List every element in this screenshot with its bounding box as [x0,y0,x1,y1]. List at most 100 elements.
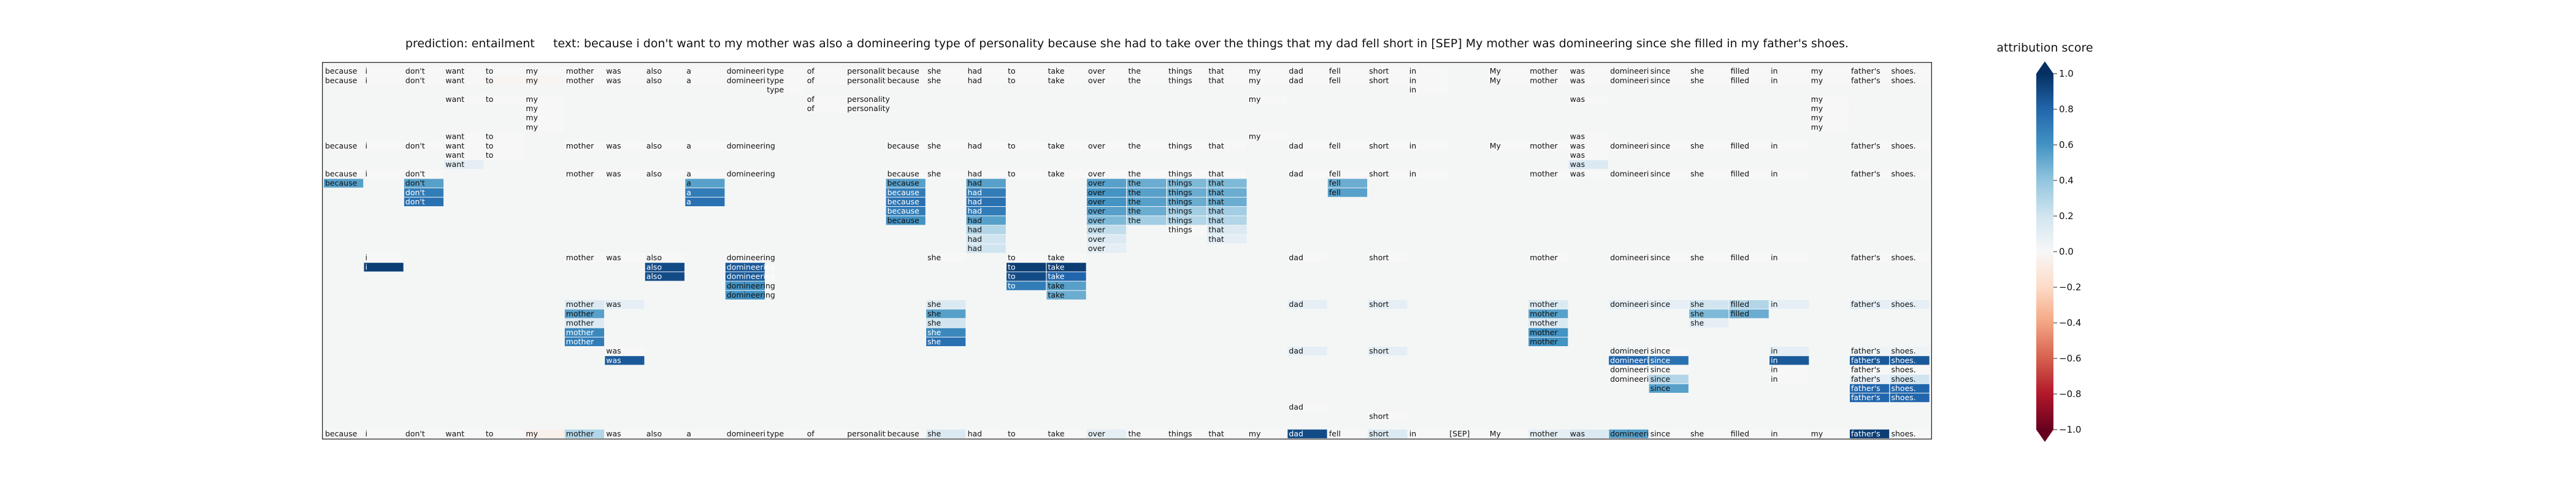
heatmap-row: mother she mother [564,328,1568,337]
heatmap-cell-label: since [1650,429,1671,438]
heatmap-cell [1368,347,1408,356]
heatmap-cell [886,67,926,76]
heatmap-cell-label: short [1369,429,1389,438]
heatmap-cell [765,67,805,76]
heatmap-cell-label: was [1570,95,1585,104]
heatmap-cell [926,300,966,309]
colorbar-tick-label: −1.0 [2059,424,2081,435]
heatmap-cell [1087,179,1127,188]
heatmap-cell-label: shoes. [1892,384,1916,393]
heatmap-cell [1649,300,1689,309]
heatmap-cell-label: the [1129,215,1141,225]
heatmap-cell-label: domineering [1610,66,1658,75]
heatmap-cell [685,141,725,150]
heatmap-cell-label: had [968,215,983,225]
heatmap-cell-label: domineering [727,169,775,178]
heatmap-cell [1609,356,1649,365]
heatmap-cell-label: was [1570,160,1585,169]
heatmap-cell [1167,429,1207,438]
heatmap-cell [1368,253,1408,263]
heatmap-cell [1087,244,1127,253]
heatmap-cell-label: domineering [727,281,775,290]
heatmap-cell [1046,290,1086,300]
heatmap-cell-label: over [1088,429,1106,438]
heatmap-cell [444,141,484,150]
heatmap-cell-label: domineering [1610,374,1658,384]
heatmap-cell [1127,188,1167,197]
heatmap-cell [645,169,684,179]
heatmap-cell [966,234,1006,244]
heatmap-cell-label: since [1650,384,1671,393]
heatmap-cell [926,319,966,328]
heatmap-cell [1809,76,1849,85]
colorbar-tick-label: 0.4 [2059,175,2074,186]
heatmap-cell [966,197,1006,206]
heatmap-cell-label: had [968,75,983,85]
heatmap-cell [364,169,404,179]
heatmap-row: since father's shoes. [1649,384,1930,393]
heatmap-cell [1006,67,1046,76]
heatmap-row: domineering to take [725,281,1086,290]
colorbar-label: attribution score [1996,41,2093,55]
heatmap-cell [1127,179,1167,188]
heatmap-cell [725,263,765,272]
heatmap-row: had over things that [966,225,1247,234]
heatmap-cell [765,429,805,438]
heatmap-row: because had over the things that [886,215,1247,225]
heatmap-cell-label: was [1570,75,1585,85]
heatmap-cell [1087,169,1127,179]
heatmap-cell-label: that [1208,197,1224,206]
heatmap-row: my of personality my [524,104,1849,113]
colorbar-tick-label: 0.2 [2059,211,2074,222]
heatmap-cell-label: that [1208,429,1224,438]
heatmap-cell [1890,356,1930,365]
heatmap-cell-label: to [486,141,494,150]
heatmap-cell-label: in [1771,141,1777,150]
heatmap-cell-label: of [807,429,815,438]
heatmap-row: because i don't want to my mother was also a domin… [324,429,1930,438]
heatmap-cell-label: because [325,141,358,150]
heatmap-cell [1087,207,1127,216]
heatmap-cell [484,141,524,150]
heatmap-cell-label: personality [847,66,890,75]
heatmap-cell [1809,95,1849,104]
heatmap-cell [1327,188,1368,197]
heatmap-cell [645,67,684,76]
heatmap-cell [1609,141,1649,150]
heatmap-cell [645,76,684,85]
heatmap-cell-label: father's [1851,253,1880,262]
heatmap-cell [1568,132,1608,141]
heatmap-cell-label: also [646,141,662,150]
heatmap-cell-label: to [1008,66,1016,75]
heatmap-cell-label: don't [405,179,425,188]
heatmap-cell-label: fell [1329,169,1341,178]
heatmap-cell-label: shoes. [1892,141,1916,150]
heatmap-row: i mother was also domineering she to take dad sho… [364,253,1930,263]
heatmap-cell [404,141,444,150]
heatmap-row: also domineering to take [645,272,1086,281]
heatmap-cell [1689,319,1729,328]
heatmap-cell-label: to [486,95,494,104]
heatmap-cell [966,244,1006,253]
heatmap-cell-label: that [1208,225,1224,234]
heatmap-cell [484,132,524,141]
heatmap-cell [1609,365,1649,374]
heatmap-cell-label: because [887,429,920,438]
heatmap-cell [404,179,444,188]
heatmap-cell [1890,429,1930,438]
heatmap-cell-label: over [1088,75,1106,85]
heatmap-cell [1006,272,1046,281]
heatmap-cell [364,141,404,150]
heatmap-cell-label: mother [566,75,594,85]
heatmap-cell [1087,141,1127,150]
heatmap-cell [966,429,1006,438]
heatmap-cell-label: over [1088,206,1106,215]
heatmap-cell [564,141,604,150]
heatmap-cell [1368,76,1408,85]
heatmap-cell-label: the [1129,169,1141,178]
heatmap-cell-label: she [1690,253,1704,262]
heatmap-cell-label: because [887,66,920,75]
heatmap-cell [1368,169,1408,179]
heatmap-cell-label: also [646,75,662,85]
heatmap-cell-label: things [1168,206,1192,215]
